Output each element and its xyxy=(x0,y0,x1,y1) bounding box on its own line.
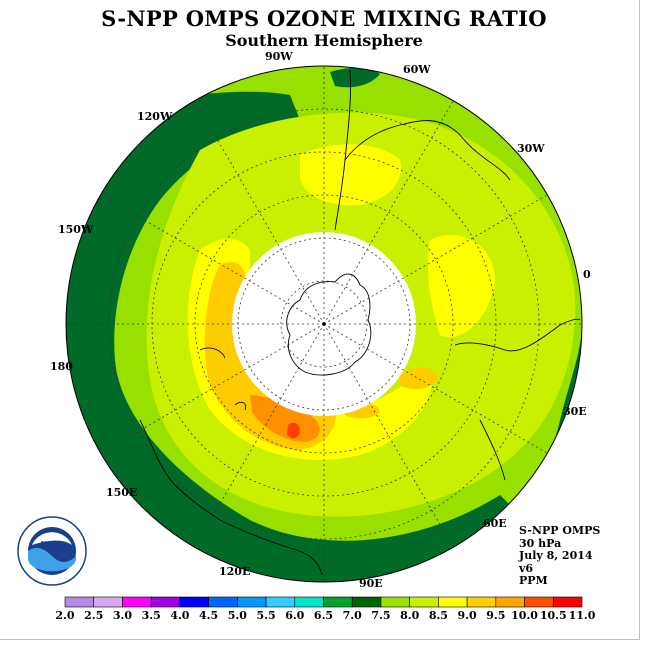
colorbar-tick-label: 3.0 xyxy=(113,609,132,622)
lon-label-180: 180 xyxy=(50,360,73,373)
colorbar-tick-label: 6.0 xyxy=(285,609,304,622)
colorbar-tick-label: 4.5 xyxy=(199,609,218,622)
colorbar-tick-label: 4.0 xyxy=(170,609,189,622)
colorbar-tick-label: 10.5 xyxy=(540,609,567,622)
band-9-0-east xyxy=(400,367,438,390)
colorbar-tick-label: 8.5 xyxy=(429,609,448,622)
colorbar-swatch xyxy=(208,596,238,608)
colorbar-tick-label: 2.0 xyxy=(55,609,74,622)
colorbar-tick-label: 11.0 xyxy=(569,609,596,622)
info-panel: S-NPP OMPS 30 hPa July 8, 2014 v6 PPM xyxy=(519,524,601,588)
lon-label-30e: 30E xyxy=(563,405,587,418)
colorbar-swatch xyxy=(265,596,296,608)
colorbar-tick-label: 7.0 xyxy=(343,609,362,622)
figure-frame xyxy=(0,0,640,640)
info-level: 30 hPa xyxy=(519,536,562,550)
south-pole-marker xyxy=(322,322,326,326)
colorbar-swatch xyxy=(552,596,583,608)
noaa-logo-text: NOAA xyxy=(41,540,64,548)
band-10-0 xyxy=(287,422,300,439)
africa-coast xyxy=(454,318,581,481)
colorbar-swatch xyxy=(351,596,382,608)
band-9-5 xyxy=(250,395,320,442)
colorbar-swatch xyxy=(409,596,439,608)
meridian-lines xyxy=(66,66,582,582)
colorbar-swatch xyxy=(122,596,152,608)
band-8-5-north xyxy=(300,144,401,206)
colorbar-swatch xyxy=(150,596,181,608)
colorbar-tick-label: 9.5 xyxy=(486,609,505,622)
lon-label-90w: 90W xyxy=(265,50,293,63)
lon-label-60w: 60W xyxy=(403,63,431,76)
lon-label-60e: 60E xyxy=(483,517,507,530)
colorbar-tick-label: 6.5 xyxy=(314,609,333,622)
band-7-0-outer-north xyxy=(330,67,380,88)
colorbar-tick-label: 5.0 xyxy=(228,609,247,622)
lon-label-120e: 120E xyxy=(219,565,250,578)
colorbar-tick-label: 3.5 xyxy=(142,609,161,622)
lon-label-0: 0 xyxy=(583,268,591,281)
colorbar-swatch xyxy=(323,596,353,608)
noaa-logo: NOAA xyxy=(17,516,87,586)
lon-label-30w: 30W xyxy=(517,142,545,155)
colorbar-swatch xyxy=(466,596,497,608)
info-date: July 8, 2014 xyxy=(519,549,593,562)
colorbar-swatch xyxy=(524,596,554,608)
lon-label-90e: 90E xyxy=(359,577,383,590)
colorbar-labels: 2.0 2.5 3.0 3.5 4.0 4.5 5.0 5.5 6.0 6.5 7.0 7.5 8.0 8… xyxy=(55,609,595,622)
colorbar-swatch xyxy=(237,596,267,608)
band-8-5-east xyxy=(428,234,495,338)
colorbar-swatch xyxy=(294,596,324,608)
colorbar-swatches xyxy=(64,596,583,608)
info-instrument: S-NPP OMPS xyxy=(519,524,601,537)
ozone-field xyxy=(66,66,582,582)
info-units: PPM xyxy=(519,574,548,587)
colorbar-swatch xyxy=(495,596,525,608)
colorbar-tick-label: 2.5 xyxy=(84,609,103,622)
lon-label-150w: 150W xyxy=(58,223,94,236)
colorbar-swatch xyxy=(380,596,410,608)
colorbar-tick-label: 10.0 xyxy=(511,609,538,622)
colorbar-swatch xyxy=(93,596,123,608)
info-version: v6 xyxy=(519,561,534,575)
new-zealand-coast xyxy=(199,347,247,411)
figure-subtitle: Southern Hemisphere xyxy=(225,31,423,50)
colorbar-swatch xyxy=(438,596,468,608)
australia-coast xyxy=(139,419,323,576)
colorbar-tick-label: 5.5 xyxy=(256,609,275,622)
figure-title: S-NPP OMPS OZONE MIXING RATIO xyxy=(101,6,547,31)
colorbar-tick-label: 7.5 xyxy=(371,609,390,622)
colorbar-swatch xyxy=(64,596,95,608)
map-boundary xyxy=(65,65,583,583)
colorbar-tick-label: 8.0 xyxy=(400,609,419,622)
lon-label-120w: 120W xyxy=(137,110,173,123)
south-america-coast xyxy=(334,69,511,231)
lon-label-150e: 150E xyxy=(106,486,137,499)
coastlines xyxy=(139,69,581,576)
colorbar-swatch xyxy=(179,596,209,608)
antarctica-coast xyxy=(286,273,372,376)
colorbar-tick-label: 9.0 xyxy=(458,609,477,622)
